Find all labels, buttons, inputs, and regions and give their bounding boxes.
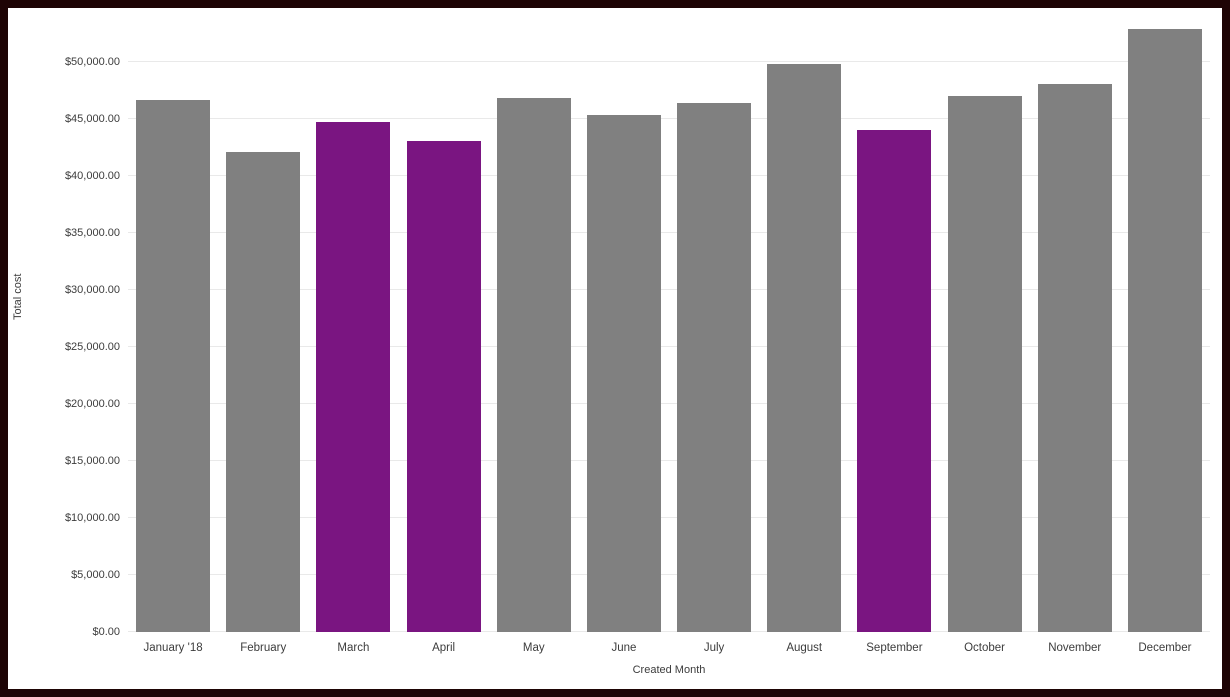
y-axis-label: $15,000.00 (64, 454, 120, 467)
bar[interactable] (586, 115, 661, 632)
y-axis-label: $0.00 (92, 626, 120, 638)
y-axis-label: $20,000.00 (64, 397, 120, 410)
y-axis-label: $25,000.00 (64, 340, 120, 353)
x-axis-label: July (703, 642, 725, 654)
bar[interactable] (767, 63, 842, 632)
x-axis-title: Created Month (632, 664, 706, 676)
gridline (128, 516, 1210, 518)
gridline (128, 174, 1210, 176)
bar[interactable] (857, 130, 932, 632)
x-axis-label: April (432, 642, 456, 654)
bar[interactable] (677, 102, 752, 632)
gridline (128, 117, 1210, 119)
gridline (128, 231, 1210, 233)
y-axis-label: $45,000.00 (64, 112, 120, 125)
gridline (128, 573, 1210, 575)
y-axis-label: $5,000.00 (71, 568, 120, 581)
gridline (128, 459, 1210, 461)
gridline (128, 345, 1210, 347)
x-axis-label: September (866, 642, 923, 654)
x-axis-label: October (964, 642, 1006, 654)
y-axis-label: $50,000.00 (64, 55, 120, 68)
bar[interactable] (136, 100, 211, 632)
bar-chart: Total cost $0.00 $5,000.00 $10,000.00 $15,0… (8, 8, 1222, 689)
x-axis-label: November (1048, 642, 1102, 654)
bar[interactable] (316, 122, 391, 632)
x-axis-label: June (611, 642, 637, 654)
x-axis-label: May (522, 642, 545, 654)
bar[interactable] (226, 151, 301, 632)
x-axis-label: January '18 (143, 642, 203, 654)
gridline (128, 631, 1210, 632)
plot-area (128, 8, 1210, 632)
bar[interactable] (947, 95, 1022, 632)
bar[interactable] (1037, 84, 1112, 632)
x-axis-labels: January '18 February March April May June July… (128, 642, 1210, 658)
gridline (128, 60, 1210, 62)
x-axis-label: August (786, 642, 823, 654)
x-axis-label: February (240, 642, 287, 654)
bar[interactable] (406, 141, 481, 632)
bar[interactable] (1127, 28, 1202, 632)
x-axis-label: December (1138, 642, 1192, 654)
gridline (128, 288, 1210, 290)
bar[interactable] (496, 98, 571, 632)
y-axis-label: $35,000.00 (64, 226, 120, 239)
x-axis-label: March (337, 642, 370, 654)
gridline (128, 402, 1210, 404)
y-axis-label: $40,000.00 (64, 169, 120, 182)
y-axis-label: $10,000.00 (64, 511, 120, 524)
y-axis-labels: $0.00 $5,000.00 $10,000.00 $15,000.00 $20,00… (8, 8, 120, 638)
y-axis-label: $30,000.00 (64, 283, 120, 296)
